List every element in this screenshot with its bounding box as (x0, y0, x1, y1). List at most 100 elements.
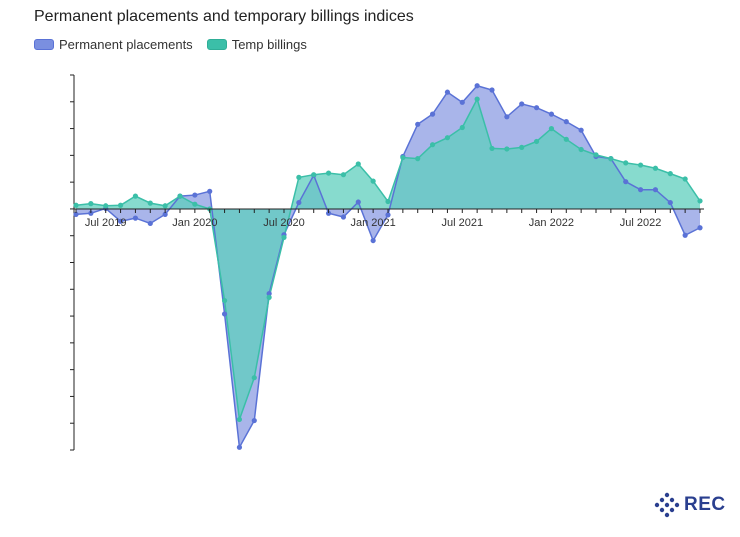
diamond-dots-icon (654, 492, 680, 518)
data-point-permanent (459, 99, 465, 105)
data-point-permanent (474, 83, 480, 89)
data-point-temp (474, 96, 480, 102)
data-point-permanent (415, 121, 421, 127)
data-point-permanent (296, 199, 302, 206)
data-point-permanent (236, 444, 243, 450)
chart-title: Permanent placements and temporary billi… (34, 8, 414, 25)
data-point-permanent (370, 237, 376, 244)
data-point-temp (623, 160, 629, 166)
data-point-temp (177, 193, 183, 199)
data-point-permanent (192, 192, 198, 198)
x-tick-label: Jan 2021 (351, 217, 396, 229)
legend-swatch-permanent (34, 39, 54, 50)
data-point-permanent (355, 199, 361, 205)
data-point-temp (73, 202, 79, 208)
legend-item-permanent[interactable]: Permanent placements (34, 37, 193, 52)
series-line-temp (75, 97, 701, 420)
data-point-permanent (563, 119, 569, 125)
data-point-temp (429, 142, 436, 148)
data-point-temp (266, 294, 272, 300)
data-point-temp (608, 156, 614, 162)
data-point-permanent (162, 211, 168, 217)
data-point-permanent (504, 114, 510, 120)
x-tick-label: Jan 2022 (529, 217, 574, 229)
data-point-permanent (132, 215, 139, 221)
data-point-permanent (578, 127, 584, 133)
data-point-permanent (519, 101, 525, 107)
data-point-permanent (444, 89, 451, 95)
legend-swatch-temp (206, 39, 227, 50)
series-line-permanent (75, 84, 701, 450)
data-point-permanent (73, 211, 79, 217)
x-tick-label: Jul 2022 (620, 217, 662, 229)
data-point-temp (548, 126, 555, 132)
data-point-temp (400, 154, 406, 161)
data-point-temp (682, 176, 688, 182)
data-point-temp (236, 416, 243, 423)
data-point-permanent (251, 417, 257, 424)
data-point-temp (637, 162, 644, 168)
data-point-temp (251, 375, 257, 381)
rec-logo: REC (654, 492, 726, 518)
data-point-permanent (117, 218, 124, 224)
data-point-temp (652, 165, 659, 171)
data-point-temp (593, 152, 599, 158)
data-point-temp (459, 124, 465, 131)
data-point-temp (117, 202, 124, 208)
x-tick-label: Jul 2021 (441, 217, 483, 229)
data-point-temp (563, 136, 569, 142)
data-point-permanent (667, 199, 673, 206)
series-area-permanent (76, 85, 700, 448)
data-point-permanent (385, 212, 391, 218)
data-point-temp (296, 174, 302, 180)
data-point-temp (519, 144, 525, 150)
data-point-permanent (533, 105, 540, 111)
data-point-permanent (340, 214, 347, 220)
data-point-permanent (637, 187, 644, 193)
data-point-temp (281, 234, 287, 240)
data-point-permanent (623, 179, 629, 185)
data-point-temp (147, 200, 153, 206)
legend-item-temp[interactable]: Temp billings (206, 37, 307, 52)
data-point-temp (370, 178, 376, 184)
x-tick-label: Jul 2019 (85, 217, 127, 229)
data-point-permanent (147, 220, 153, 227)
data-point-temp (697, 198, 703, 204)
chart-legend: Permanent placements Temp billings (34, 37, 321, 52)
data-point-temp (162, 203, 168, 209)
series-area-temp (76, 99, 700, 420)
legend-label-permanent: Permanent placements (59, 37, 193, 52)
data-point-temp (325, 170, 332, 176)
data-point-temp (221, 297, 228, 304)
data-point-permanent (652, 187, 659, 193)
data-point-temp (504, 146, 510, 152)
data-point-permanent (489, 87, 495, 93)
data-point-permanent (682, 232, 688, 238)
data-point-temp (444, 135, 451, 141)
data-point-temp (103, 203, 109, 209)
data-point-temp (355, 161, 361, 167)
legend-label-temp: Temp billings (231, 37, 307, 52)
x-tick-label: Jan 2020 (172, 217, 217, 229)
data-point-permanent (548, 111, 555, 117)
logo-text: REC (684, 494, 726, 515)
data-point-permanent (207, 188, 213, 194)
data-point-permanent (88, 210, 94, 216)
data-point-temp (311, 172, 317, 178)
data-point-permanent (429, 111, 436, 117)
data-point-temp (132, 193, 139, 199)
data-point-permanent (697, 225, 703, 231)
data-point-temp (88, 201, 94, 207)
x-tick-label: Jul 2020 (263, 217, 305, 229)
data-point-permanent (266, 291, 272, 297)
data-point-permanent (325, 210, 332, 216)
data-point-temp (533, 138, 540, 145)
data-point-temp (489, 145, 495, 152)
data-point-temp (667, 171, 673, 177)
data-point-temp (578, 146, 584, 153)
data-point-permanent (221, 311, 228, 317)
data-point-temp (385, 198, 391, 205)
data-point-temp (415, 156, 421, 162)
data-point-temp (340, 172, 347, 178)
